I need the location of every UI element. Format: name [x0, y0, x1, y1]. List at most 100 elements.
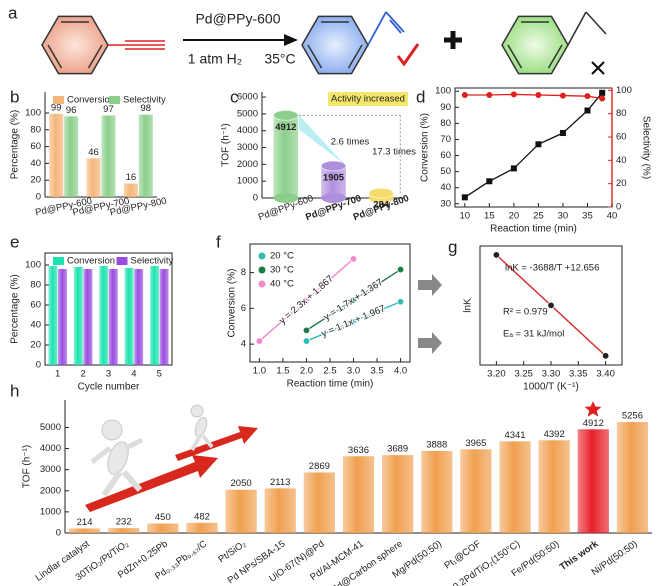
value-label: 214: [77, 517, 93, 528]
marker: [547, 301, 555, 309]
x-tick-label: 5: [157, 369, 162, 380]
bar: [421, 450, 453, 533]
plus-sign: [444, 31, 462, 49]
value-label: 3888: [426, 439, 447, 450]
marker: [535, 141, 542, 148]
panel-label: f: [216, 232, 221, 251]
y-tick-label: 0: [36, 192, 41, 203]
value-label: 284: [373, 200, 390, 211]
value-label: 16: [126, 172, 137, 183]
x-tick-label: 4.0: [394, 366, 407, 377]
bar: [68, 528, 101, 533]
value-label: 46: [88, 147, 99, 158]
bar-top: [273, 109, 299, 121]
vinyl-group: [367, 11, 405, 46]
x-tick-label: 3.0: [347, 366, 360, 377]
y-tick-label: 90: [440, 102, 451, 113]
y-tick-label: 0: [56, 528, 61, 539]
panel: e 0 20 40 60 80 100 Percentage (%) Cycle number 1…: [10, 232, 174, 392]
bar: [99, 266, 109, 365]
y-axis-label: TOF (h⁻¹): [22, 445, 33, 488]
marker: [486, 178, 493, 185]
y2-tick-label: 80: [616, 108, 627, 119]
y-tick-label: 6: [241, 303, 246, 314]
y-tick-label: 5000: [40, 422, 61, 433]
legend-label: 30 °C: [270, 265, 294, 276]
bar: [538, 440, 570, 533]
legend-marker: [258, 280, 266, 288]
bar: [101, 115, 116, 197]
legend-swatch: [116, 257, 128, 265]
y-tick-label: 40: [30, 320, 41, 331]
plot-frame: [249, 243, 411, 363]
double-bonds: [307, 21, 363, 69]
value-label: 2050: [231, 478, 252, 489]
series-line: [464, 93, 603, 100]
y-tick-label: 6000: [237, 92, 258, 103]
y2-tick-label: 0: [616, 202, 621, 213]
catalyst: Pd@PPy-600: [195, 11, 280, 27]
bar: [264, 488, 296, 533]
y-tick-label: 60: [440, 150, 451, 161]
bar: [83, 269, 93, 365]
double-bonds: [47, 21, 103, 69]
value-label: 482: [194, 511, 210, 522]
pressure: 1 atm H₂: [188, 51, 242, 67]
bar: [64, 116, 79, 197]
legend-marker: [258, 252, 266, 260]
panel-arrows: [418, 274, 442, 354]
y-tick-label: 4000: [40, 443, 61, 454]
legend-label: 20 °C: [270, 251, 294, 262]
y-axis-label: Percentage (%): [10, 274, 21, 343]
double-bonds: [507, 21, 563, 69]
bar: [138, 114, 153, 197]
bar: [134, 269, 144, 365]
value-label: 3636: [348, 445, 369, 456]
y-tick-label: 100: [435, 86, 451, 97]
y-tick-label: 20: [30, 175, 41, 186]
value-label: 97: [103, 104, 114, 115]
annotation: lnK = -3688/T +12.656: [505, 263, 599, 274]
bar: [616, 422, 649, 533]
bar: [150, 266, 160, 365]
plot-frame: [44, 252, 173, 366]
marker: [510, 91, 517, 98]
y-axis-label: Conversion (%): [420, 113, 431, 182]
decoration: [85, 401, 602, 512]
value-label: 4912: [583, 418, 604, 429]
bar: [124, 268, 134, 365]
temperature: 35°C: [264, 51, 295, 67]
marker: [492, 251, 500, 259]
value-label: 3689: [387, 444, 408, 455]
y-tick-label: 5000: [237, 108, 258, 119]
arrow-head: [284, 34, 298, 46]
y-tick-label: 60: [30, 141, 41, 152]
panel-label: h: [10, 381, 19, 400]
x-axis-label: Cycle number: [78, 382, 140, 393]
benzene-ring: [501, 15, 569, 75]
marker: [461, 92, 468, 98]
panel-label: c: [230, 87, 239, 106]
marker: [486, 92, 493, 98]
bar: [225, 489, 257, 533]
value-label: 1905: [323, 172, 345, 183]
legend-label: Conversion: [67, 95, 115, 106]
star: [584, 401, 602, 417]
y-tick-label: 0: [36, 360, 41, 371]
value-label: 5256: [622, 411, 643, 422]
bar: [57, 269, 67, 365]
scheme: a Pd@PPy-600 1 atm H₂ 35°C: [8, 3, 607, 75]
panel: d 30 40 50 60 70 80 90 100 0 20 40 60 80 100 10 15 20 25 30…: [416, 85, 651, 235]
bar: [147, 523, 179, 533]
x-tick-label: 1: [55, 369, 60, 380]
panel-label: e: [10, 232, 19, 251]
y-tick-label: 2000: [237, 159, 258, 170]
y-tick-label: 40: [440, 182, 451, 193]
legend-label: 40 °C: [270, 279, 294, 290]
y-tick-label: 1000: [40, 506, 61, 517]
bar: [86, 158, 101, 197]
panel: f 4 6 8 1.0 1.5 2.0 2.5 3.0 3.5 4.0 Conversion (%) R…: [216, 232, 411, 390]
